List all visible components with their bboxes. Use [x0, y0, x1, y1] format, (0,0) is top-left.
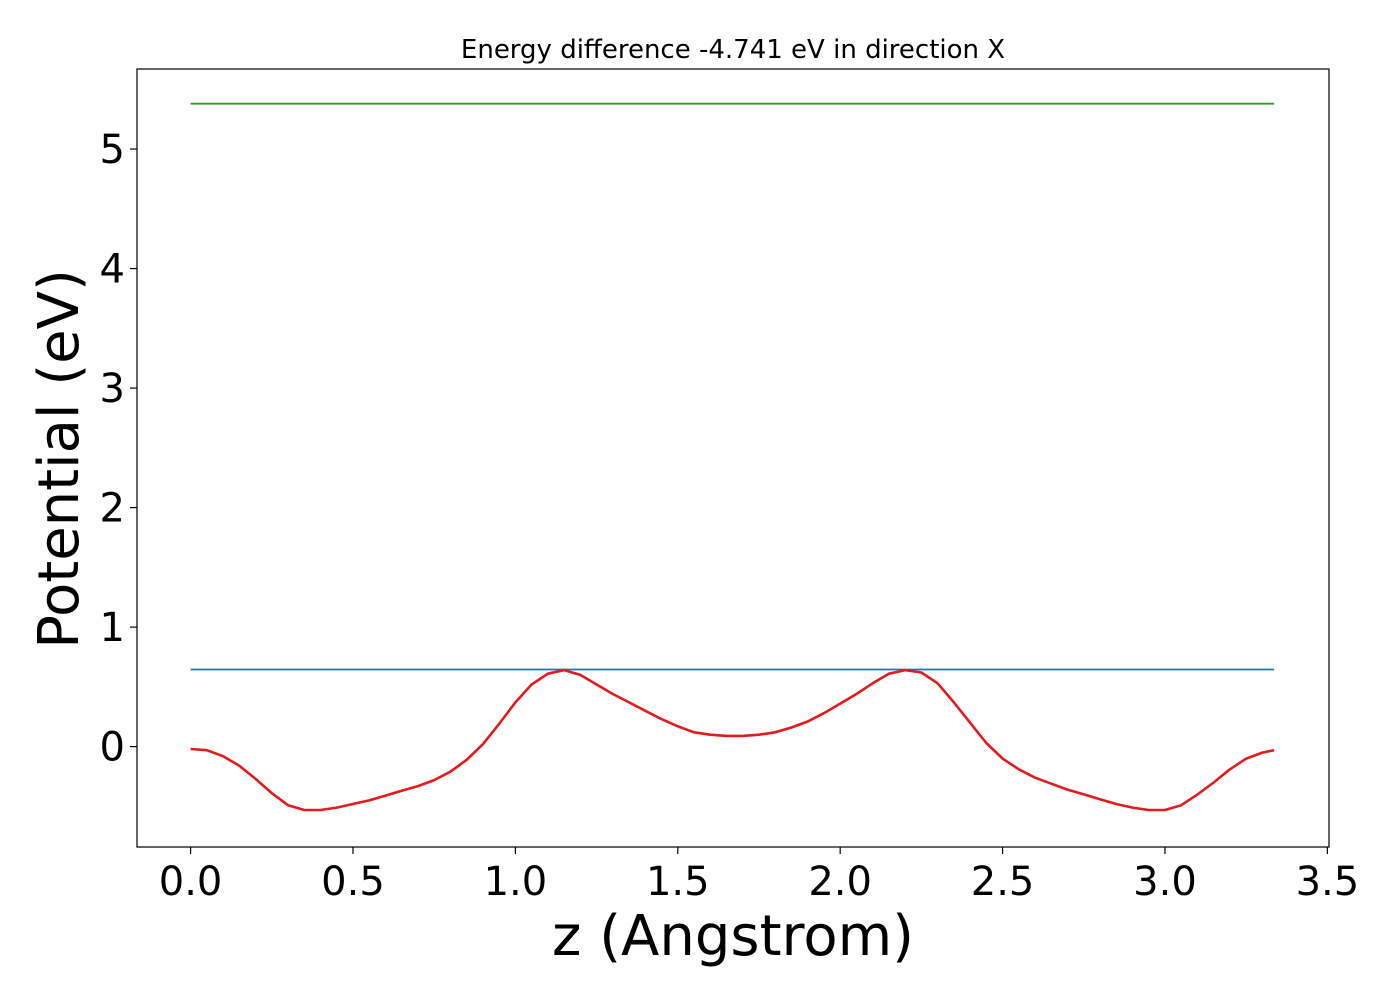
x-axis-label: z (Angstrom) [552, 904, 914, 969]
x-tick-label: 0.0 [159, 859, 223, 905]
y-tick-label: 0 [100, 725, 125, 771]
y-axis-label: Potential (eV) [27, 269, 92, 649]
x-tick-label: 2.0 [808, 859, 872, 905]
y-tick-label: 3 [100, 366, 125, 412]
x-axis-ticks: 0.0 0.5 1.0 1.5 2.0 2.5 3.0 3.5 [159, 847, 1359, 905]
y-tick-label: 5 [100, 127, 125, 173]
x-tick-label: 2.5 [971, 859, 1035, 905]
chart-title: Energy difference -4.741 eV in direction… [461, 35, 1005, 65]
plot-area [136, 68, 1330, 848]
y-tick-label: 2 [100, 486, 125, 532]
x-tick-label: 0.5 [321, 859, 385, 905]
plot-frame [136, 68, 1330, 848]
y-axis-ticks: 0 1 2 3 4 5 [100, 127, 137, 771]
x-tick-label: 1.5 [646, 859, 710, 905]
x-tick-label: 1.0 [484, 859, 548, 905]
y-tick-label: 1 [100, 605, 125, 651]
y-tick-label: 4 [100, 247, 125, 293]
series-layer [190, 102, 1275, 812]
series-line-3 [190, 668, 1275, 812]
x-tick-label: 3.0 [1133, 859, 1197, 905]
x-tick-label: 3.5 [1296, 859, 1360, 905]
